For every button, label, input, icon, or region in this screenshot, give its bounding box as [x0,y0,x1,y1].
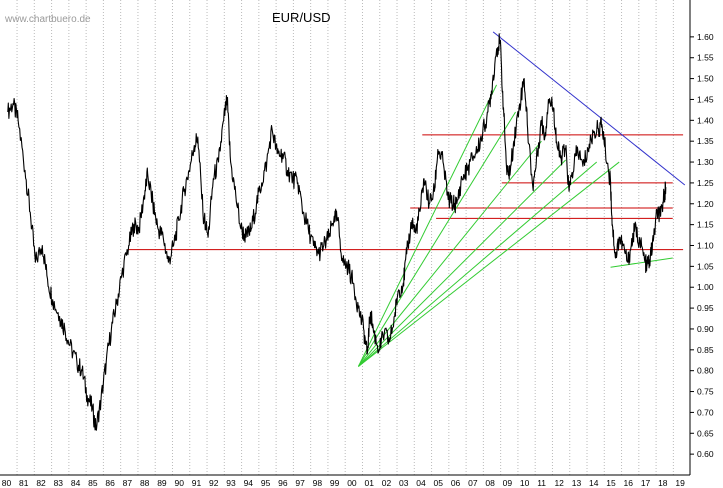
y-tick-label: 0.70 [697,407,714,417]
fan-trend-line [358,161,598,367]
x-tick-label: 00 [347,478,357,488]
fan-trend-line [357,84,498,367]
y-tick-label: 1.00 [697,282,714,292]
price-series [7,33,667,431]
fan-trend-line [357,140,542,367]
x-tick-label: 88 [140,478,150,488]
x-tick-label: 13 [572,478,582,488]
x-tick-label: 14 [589,478,599,488]
x-tick-label: 10 [520,478,530,488]
y-tick-label: 1.50 [697,74,714,84]
x-tick-label: 95 [261,478,271,488]
y-tick-label: 1.45 [697,94,714,104]
downtrend-trend-line [492,31,686,186]
x-axis: 80 81 82 83 84 85 86 87 88 89 90 91 92 93 94 95 96 97 98 99… [2,478,685,488]
x-tick-label: 03 [399,478,409,488]
y-tick-label: 1.35 [697,136,714,146]
x-tick-label: 98 [313,478,323,488]
x-tick-label: 87 [123,478,133,488]
fan-trend-line [357,111,516,367]
x-tick-label: 84 [71,478,81,488]
watermark: www.chartbuero.de [4,14,91,25]
y-axis: 0.60 0.65 0.70 0.75 0.80 0.85 0.90 0.95 1.00 1.05… [690,32,714,459]
y-tick-label: 0.80 [697,366,714,376]
x-tick-label: 85 [88,478,98,488]
chart-title: EUR/USD [272,10,331,25]
y-tick-label: 1.15 [697,220,714,230]
x-tick-label: 11 [537,478,546,488]
x-tick-label: 06 [451,478,461,488]
x-tick-label: 90 [174,478,184,488]
fan-trend-line [358,159,566,367]
x-tick-label: 17 [641,478,651,488]
x-tick-label: 07 [468,478,478,488]
y-tick-label: 0.95 [697,303,714,313]
x-tick-label: 83 [54,478,64,488]
y-tick-label: 1.60 [697,32,714,42]
y-tick-label: 1.25 [697,178,714,188]
x-tick-label: 97 [295,478,305,488]
y-tick-label: 0.90 [697,324,714,334]
support-trend-line [610,257,673,268]
grid-lines [16,0,674,475]
x-tick-label: 15 [606,478,616,488]
x-tick-label: 16 [624,478,634,488]
x-tick-label: 12 [554,478,564,488]
price-line [7,33,667,431]
y-tick-label: 1.55 [697,53,714,63]
x-tick-label: 99 [330,478,340,488]
y-tick-label: 0.75 [697,387,714,397]
x-tick-label: 01 [364,478,374,488]
x-tick-label: 81 [19,478,29,488]
y-tick-label: 1.05 [697,261,714,271]
x-tick-label: 05 [434,478,444,488]
x-tick-label: 80 [2,478,12,488]
x-tick-label: 92 [209,478,219,488]
y-tick-label: 0.85 [697,345,714,355]
x-tick-label: 09 [503,478,513,488]
y-tick-label: 0.65 [697,428,714,438]
x-tick-label: 08 [485,478,495,488]
x-tick-label: 82 [36,478,46,488]
y-tick-label: 1.20 [697,199,714,209]
y-tick-label: 1.10 [697,241,714,251]
y-tick-label: 1.40 [697,115,714,125]
x-tick-label: 02 [382,478,392,488]
x-tick-label: 86 [105,478,115,488]
x-tick-label: 18 [658,478,668,488]
x-tick-label: 93 [226,478,236,488]
x-tick-label: 91 [192,478,202,488]
x-tick-label: 04 [416,478,426,488]
x-tick-label: 19 [675,478,685,488]
x-tick-label: 96 [278,478,288,488]
x-tick-label: 89 [157,478,167,488]
trend-lines [357,31,686,367]
y-tick-label: 1.30 [697,157,714,167]
x-tick-label: 94 [244,478,254,488]
fan-trend-line [358,161,620,367]
y-tick-label: 0.60 [697,449,714,459]
